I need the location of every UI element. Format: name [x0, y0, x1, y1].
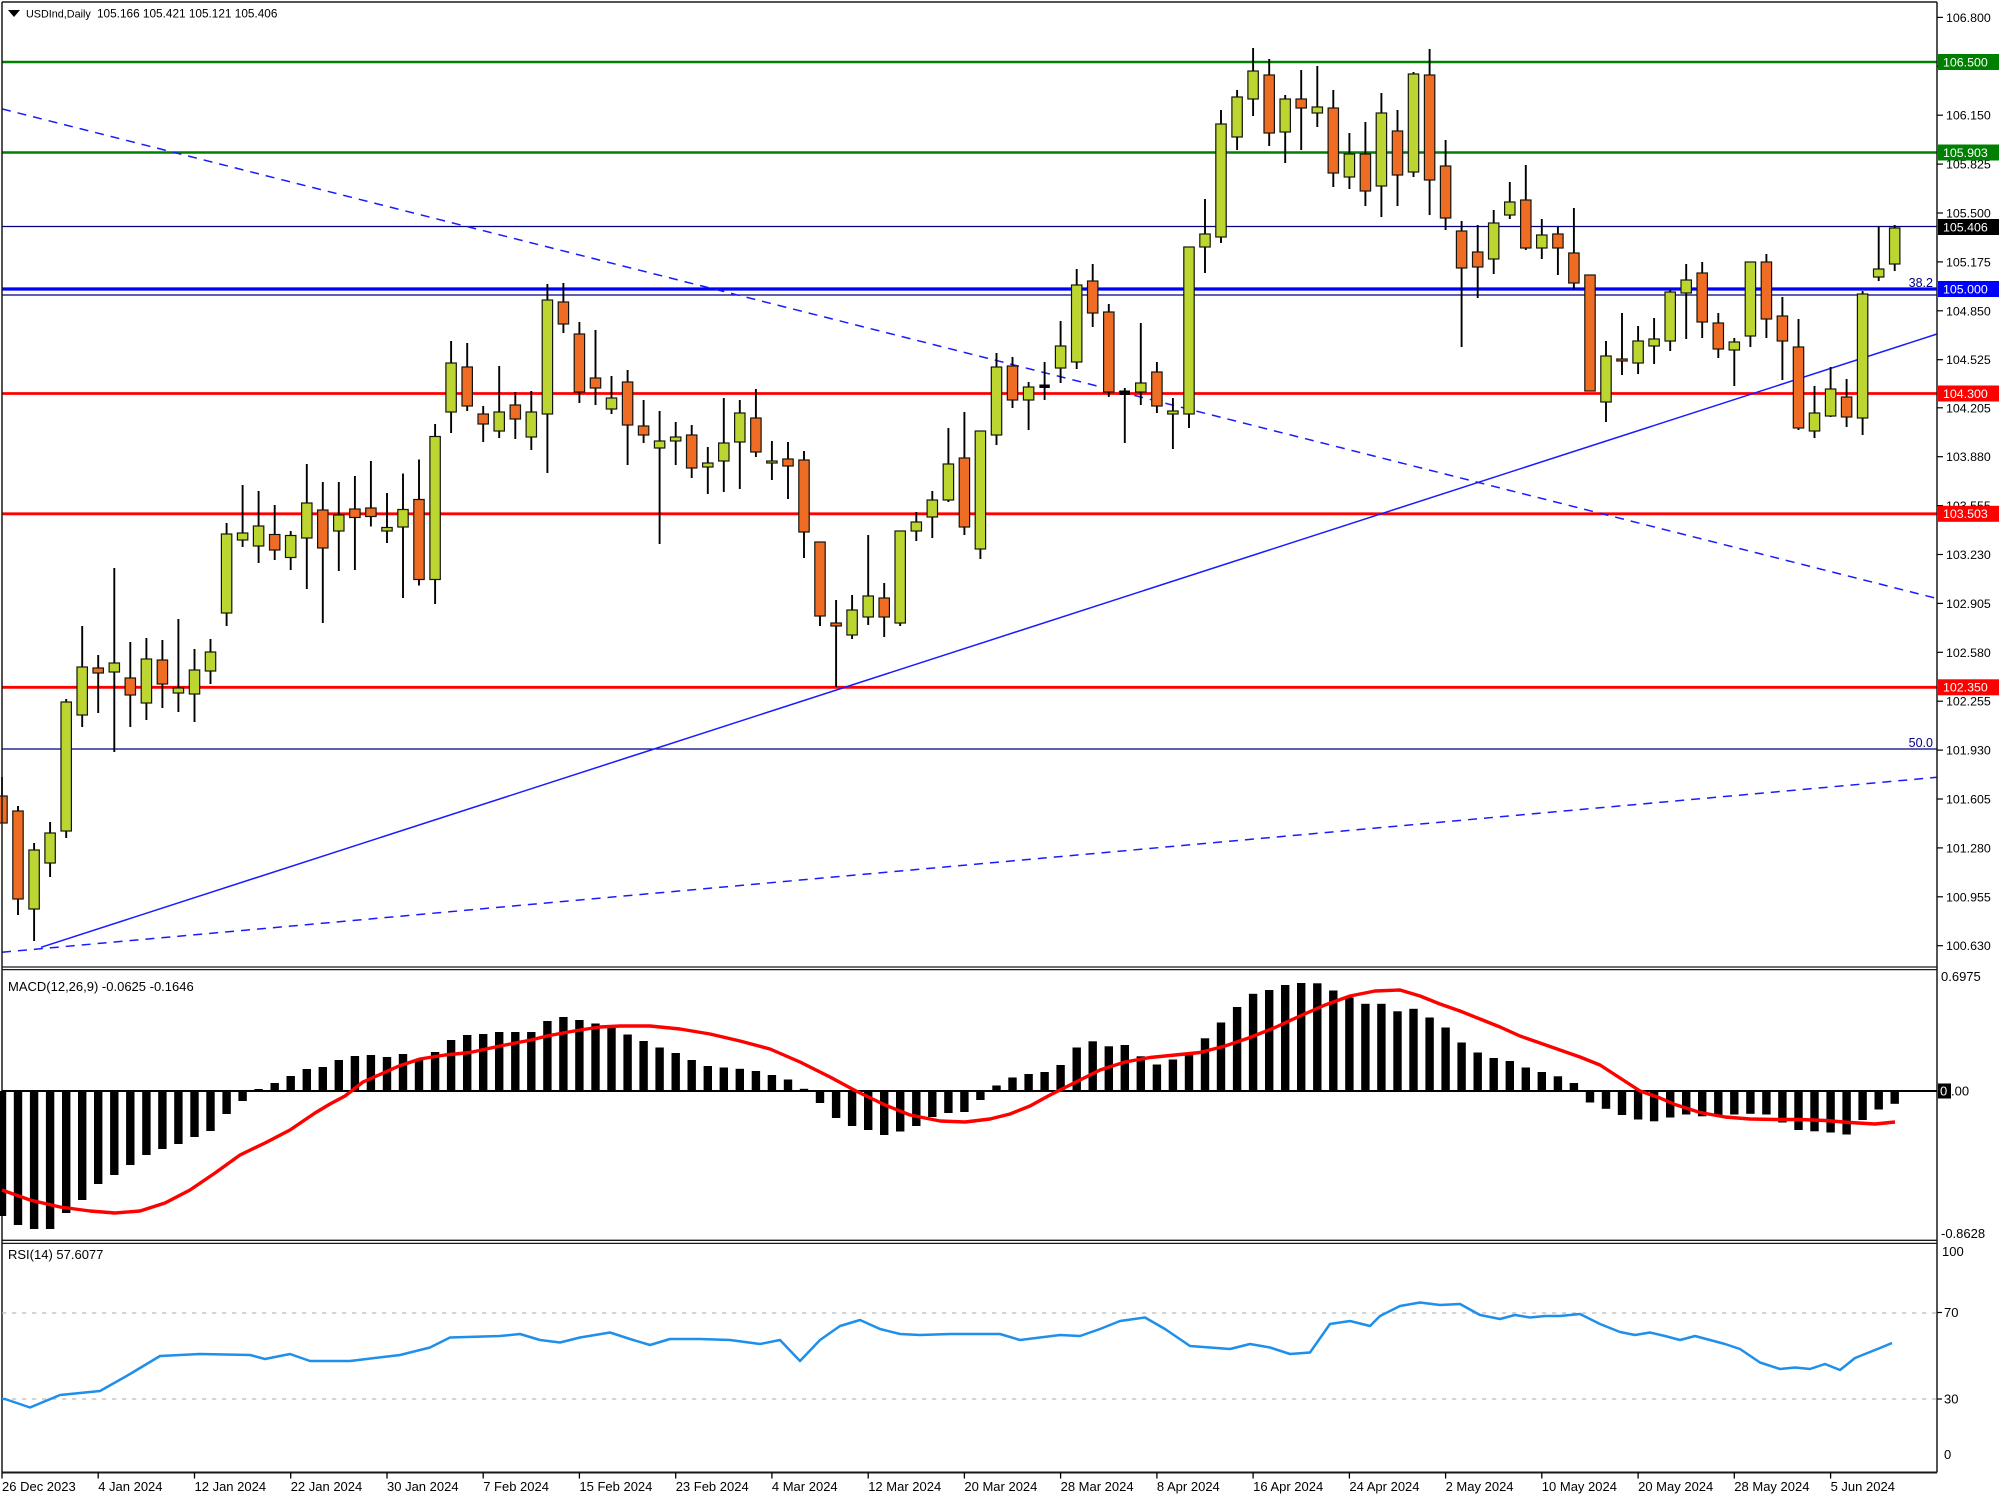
svg-text:70: 70 [1944, 1305, 1958, 1320]
svg-text:0: 0 [1944, 1447, 1951, 1462]
svg-text:30 Jan 2024: 30 Jan 2024 [387, 1479, 459, 1494]
svg-text:22 Jan 2024: 22 Jan 2024 [291, 1479, 363, 1494]
svg-text:104.525: 104.525 [1946, 353, 1991, 367]
svg-text:105.166 105.421 105.121 105.40: 105.166 105.421 105.121 105.406 [97, 7, 278, 21]
svg-text:38.2: 38.2 [1909, 276, 1933, 290]
svg-text:101.280: 101.280 [1946, 841, 1991, 855]
svg-text:0: 0 [1940, 1084, 1947, 1099]
svg-text:10 May 2024: 10 May 2024 [1542, 1479, 1617, 1494]
svg-text:102.255: 102.255 [1946, 695, 1991, 709]
svg-text:105.500: 105.500 [1946, 207, 1991, 221]
svg-text:103.230: 103.230 [1946, 548, 1991, 562]
svg-text:100: 100 [1942, 1244, 1964, 1259]
svg-text:100.955: 100.955 [1946, 890, 1991, 904]
svg-text:16 Apr 2024: 16 Apr 2024 [1253, 1479, 1323, 1494]
svg-text:MACD(12,26,9) -0.0625 -0.1646: MACD(12,26,9) -0.0625 -0.1646 [8, 979, 194, 994]
svg-text:102.350: 102.350 [1943, 681, 1988, 695]
svg-text:24 Apr 2024: 24 Apr 2024 [1349, 1479, 1419, 1494]
svg-text:26 Dec 2023: 26 Dec 2023 [2, 1479, 76, 1494]
svg-text:106.150: 106.150 [1946, 109, 1991, 123]
svg-text:23 Feb 2024: 23 Feb 2024 [676, 1479, 749, 1494]
svg-text:102.580: 102.580 [1946, 646, 1991, 660]
svg-text:104.850: 104.850 [1946, 304, 1991, 318]
svg-text:100.630: 100.630 [1946, 939, 1991, 953]
svg-text:105.903: 105.903 [1943, 146, 1988, 160]
svg-text:105.406: 105.406 [1943, 220, 1988, 234]
svg-text:0.6975: 0.6975 [1941, 969, 1981, 984]
svg-text:5 Jun 2024: 5 Jun 2024 [1831, 1479, 1895, 1494]
svg-text:-0.8628: -0.8628 [1941, 1226, 1985, 1241]
svg-text:20 May 2024: 20 May 2024 [1638, 1479, 1713, 1494]
svg-text:8 Apr 2024: 8 Apr 2024 [1157, 1479, 1220, 1494]
svg-text:104.205: 104.205 [1946, 401, 1991, 415]
svg-text:101.605: 101.605 [1946, 793, 1991, 807]
svg-text:104.300: 104.300 [1943, 387, 1988, 401]
svg-text:12 Mar 2024: 12 Mar 2024 [868, 1479, 941, 1494]
svg-text:50.0: 50.0 [1909, 736, 1933, 750]
svg-text:20 Mar 2024: 20 Mar 2024 [964, 1479, 1037, 1494]
svg-text:12 Jan 2024: 12 Jan 2024 [195, 1479, 267, 1494]
svg-text:105.175: 105.175 [1946, 255, 1991, 269]
svg-text:101.930: 101.930 [1946, 744, 1991, 758]
svg-text:105.825: 105.825 [1946, 158, 1991, 172]
svg-text:4 Mar 2024: 4 Mar 2024 [772, 1479, 838, 1494]
svg-text:105.000: 105.000 [1943, 282, 1988, 296]
svg-text:106.800: 106.800 [1946, 11, 1991, 25]
svg-text:106.500: 106.500 [1943, 55, 1988, 69]
svg-text:2 May 2024: 2 May 2024 [1446, 1479, 1514, 1494]
svg-text:15 Feb 2024: 15 Feb 2024 [579, 1479, 652, 1494]
svg-text:30: 30 [1944, 1392, 1958, 1407]
svg-text:7 Feb 2024: 7 Feb 2024 [483, 1479, 549, 1494]
svg-text:28 Mar 2024: 28 Mar 2024 [1061, 1479, 1134, 1494]
svg-text:102.905: 102.905 [1946, 597, 1991, 611]
svg-text:103.503: 103.503 [1943, 507, 1988, 521]
svg-text:USDInd,Daily: USDInd,Daily [26, 9, 91, 21]
svg-text:RSI(14) 57.6077: RSI(14) 57.6077 [8, 1247, 103, 1262]
svg-text:4 Jan 2024: 4 Jan 2024 [98, 1479, 162, 1494]
svg-text:103.880: 103.880 [1946, 450, 1991, 464]
svg-text:28 May 2024: 28 May 2024 [1734, 1479, 1809, 1494]
svg-text:.00: .00 [1951, 1084, 1969, 1099]
